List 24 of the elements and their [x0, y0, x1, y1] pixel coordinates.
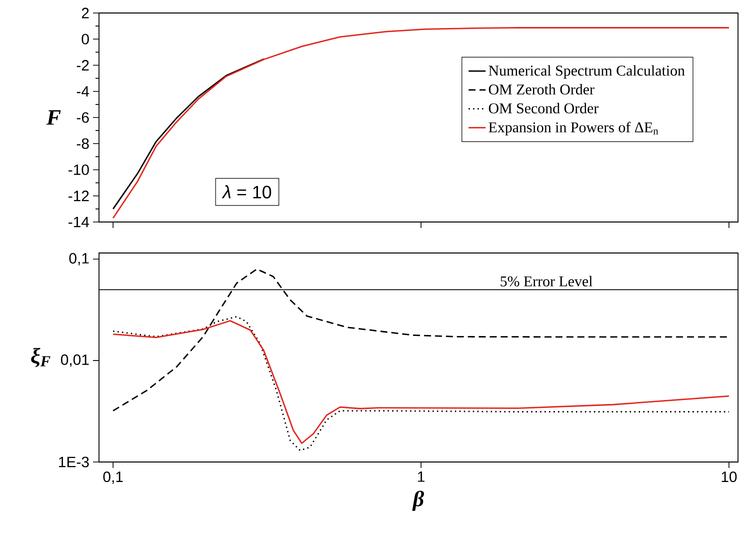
y-tick-label: 1E-3 — [59, 456, 89, 468]
annotation: λ = 10 — [222, 185, 272, 198]
y-axis-title: ξ$_{F}$ — [31, 348, 50, 368]
y-tick-label: 0,1 — [69, 252, 89, 266]
y-tick-label: 0 — [82, 34, 89, 44]
legend-label: OM Zeroth Order — [488, 84, 594, 95]
y-tick-label: 0,01 — [60, 354, 89, 367]
y-tick-label: -2 — [76, 60, 89, 70]
y-tick-label: 2 — [82, 8, 89, 18]
y-tick-label: -10 — [68, 164, 89, 176]
y-tick-label: -14 — [68, 216, 90, 228]
legend-label: Expansion in Powers of ΔE$_{n}$ — [488, 122, 658, 136]
x-tick-label: 1 — [418, 472, 424, 482]
x-axis-title: β — [412, 490, 424, 511]
y-tick-label: -8 — [76, 138, 89, 149]
x-tick-label: 0,1 — [103, 472, 123, 484]
y-tick-label: -12 — [68, 190, 89, 202]
legend-label: OM Second Order — [488, 102, 599, 114]
x-tick-label: 10 — [722, 472, 737, 482]
y-axis-title: F — [46, 110, 61, 125]
legend-label: Numerical Spectrum Calculation — [488, 65, 685, 79]
y-tick-label: -6 — [76, 112, 89, 123]
ref-line-label: 5% Error Level — [500, 276, 592, 286]
y-tick-label: -4 — [76, 86, 90, 97]
